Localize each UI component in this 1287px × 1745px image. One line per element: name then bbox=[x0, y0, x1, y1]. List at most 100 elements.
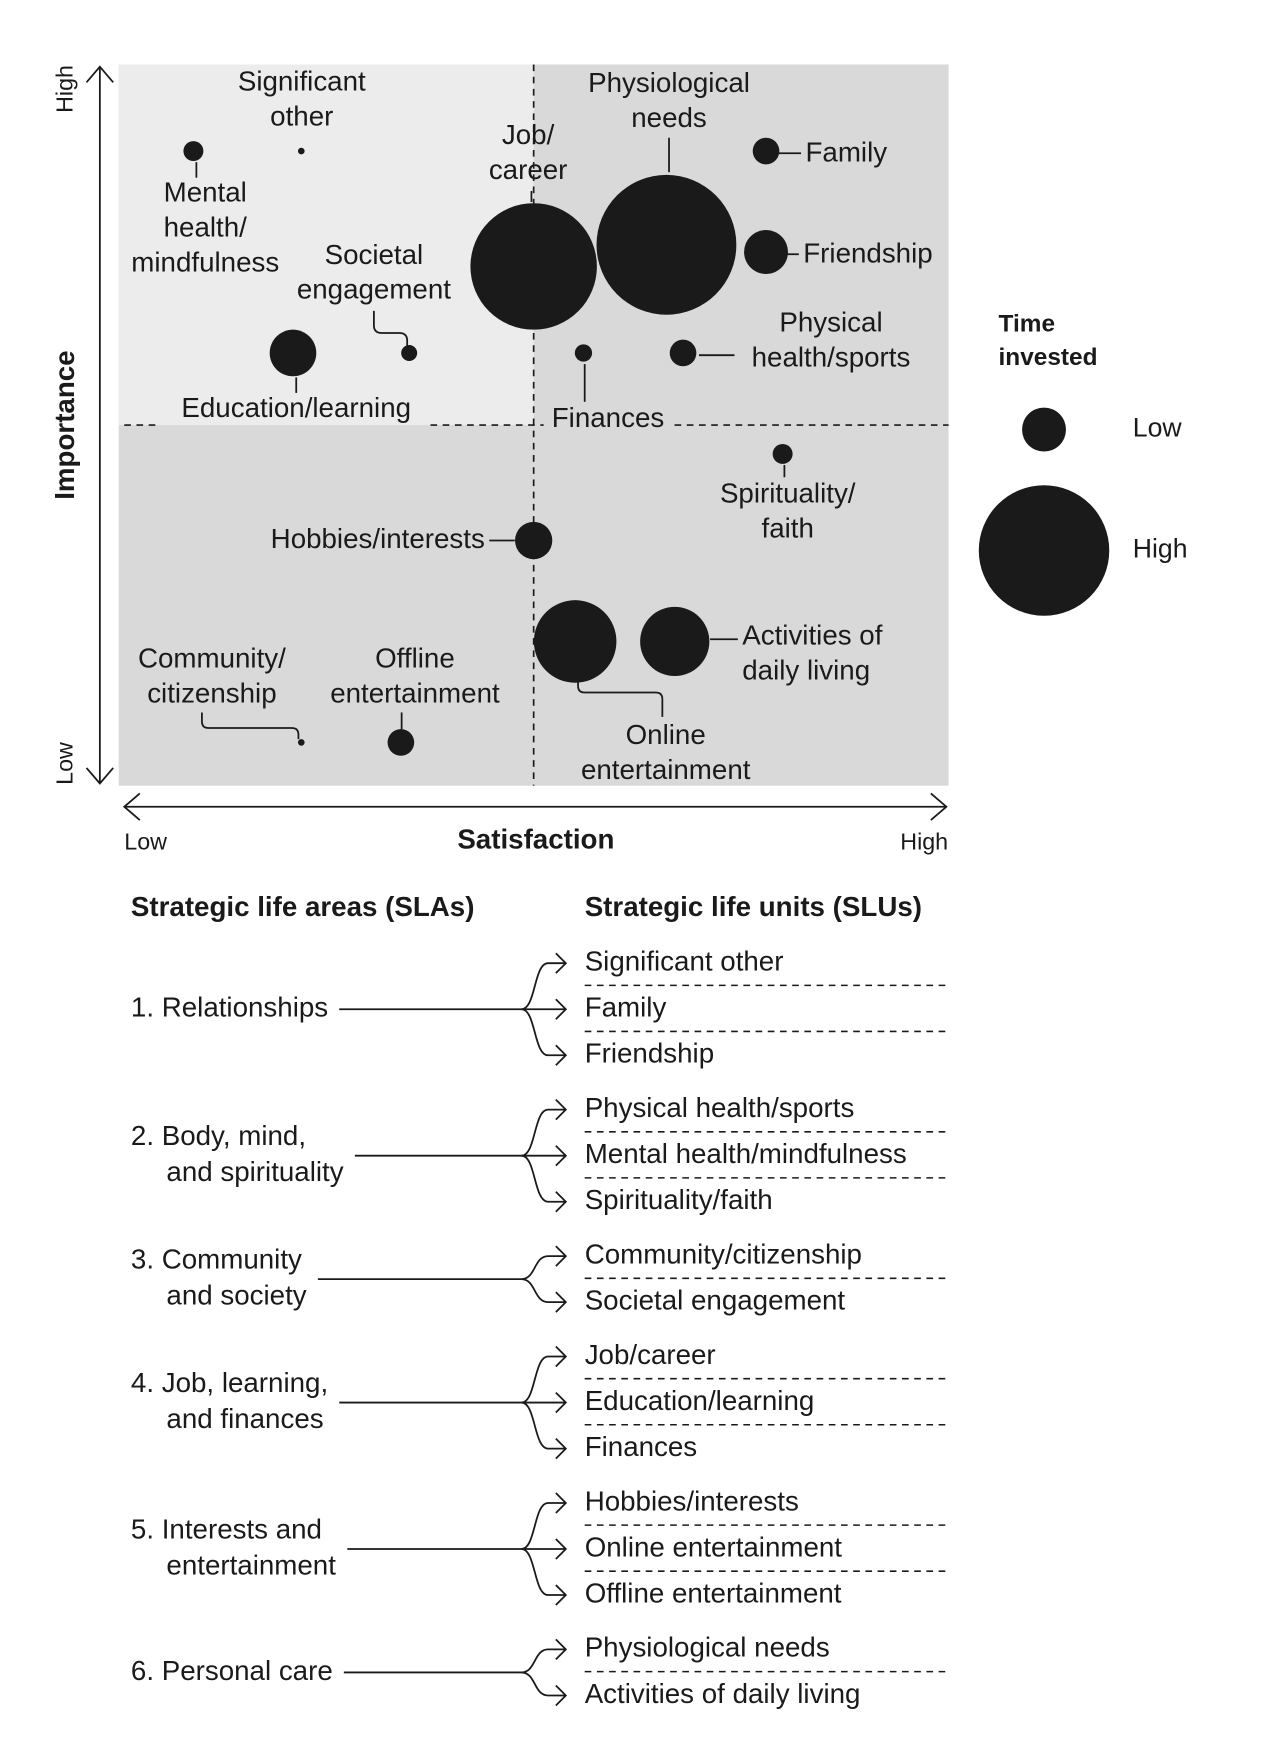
bubble-label: Job/ bbox=[502, 119, 555, 150]
branch-arrow bbox=[521, 1245, 568, 1281]
bubble bbox=[387, 729, 415, 756]
quadrant-highlight bbox=[118, 64, 534, 426]
legend-label: High bbox=[1133, 534, 1188, 564]
bubble bbox=[515, 521, 553, 560]
branch-arrow bbox=[521, 1345, 568, 1404]
bubble-label: citizenship bbox=[147, 678, 276, 709]
y-axis-title: Importance bbox=[49, 350, 80, 499]
bubble bbox=[183, 141, 204, 162]
bubble-label: Mental bbox=[164, 177, 247, 208]
life-unit: Job/career bbox=[585, 1339, 716, 1370]
life-area: and spirituality bbox=[166, 1156, 343, 1187]
bubble-label: career bbox=[489, 154, 568, 185]
bubble bbox=[772, 443, 793, 464]
bubble-label: engagement bbox=[297, 274, 451, 305]
life-area: and society bbox=[166, 1279, 306, 1310]
bubble-label: Significant bbox=[238, 66, 366, 97]
x-tick-label: Low bbox=[124, 829, 167, 855]
bubble-label: entertainment bbox=[581, 754, 751, 785]
leader-line bbox=[201, 712, 300, 740]
bubble-label: Education/learning bbox=[181, 392, 411, 423]
bubble bbox=[596, 174, 737, 315]
bubble bbox=[297, 739, 305, 746]
branch-arrow bbox=[521, 998, 568, 1020]
life-area: 3. Community bbox=[131, 1243, 302, 1274]
bubble-label: Community/ bbox=[138, 643, 286, 674]
legend-bubble bbox=[978, 485, 1110, 616]
branch-arrow bbox=[521, 1008, 568, 1066]
life-area: entertainment bbox=[166, 1549, 336, 1580]
bubble-label: faith bbox=[762, 512, 814, 543]
bubble-label: Spirituality/ bbox=[720, 477, 856, 508]
branch-arrow bbox=[521, 1154, 568, 1213]
x-tick-label: High bbox=[900, 829, 948, 855]
life-unit: Online entertainment bbox=[585, 1531, 843, 1562]
branch-arrow bbox=[521, 1145, 568, 1167]
bubble-label: daily living bbox=[742, 654, 870, 685]
leader-line bbox=[577, 679, 664, 717]
x-axis-arrow bbox=[122, 792, 948, 821]
branch-arrow bbox=[521, 952, 568, 1011]
life-area: and finances bbox=[166, 1403, 323, 1434]
life-unit: Spirituality/faith bbox=[585, 1184, 773, 1215]
bubble-label: mindfulness bbox=[131, 247, 279, 278]
life-area: 1. Relationships bbox=[131, 992, 328, 1023]
bubble-label: entertainment bbox=[330, 678, 500, 709]
bubble-label: Friendship bbox=[803, 238, 932, 269]
branch-arrow bbox=[521, 1548, 568, 1606]
bubble-label: Family bbox=[805, 137, 887, 168]
legend-title: Time bbox=[999, 311, 1055, 338]
life-unit: Family bbox=[585, 992, 667, 1023]
legend-bubble bbox=[1022, 407, 1066, 452]
bubble-label: health/ bbox=[164, 212, 248, 243]
bubble-label: Societal bbox=[325, 239, 424, 270]
x-axis-title: Satisfaction bbox=[457, 823, 614, 854]
life-area: 2. Body, mind, bbox=[131, 1120, 306, 1151]
y-tick-label: Low bbox=[52, 742, 78, 785]
bubble bbox=[470, 203, 597, 330]
life-unit: Finances bbox=[585, 1431, 697, 1462]
bubble bbox=[752, 137, 780, 165]
bubble-label: needs bbox=[631, 102, 707, 133]
y-axis-arrow bbox=[85, 65, 114, 785]
life-unit: Physiological needs bbox=[585, 1632, 830, 1663]
branch-arrow bbox=[521, 1099, 568, 1157]
bubble bbox=[297, 147, 305, 155]
life-unit: Societal engagement bbox=[585, 1284, 846, 1315]
life-unit: Offline entertainment bbox=[585, 1577, 842, 1608]
life-unit: Activities of daily living bbox=[585, 1678, 861, 1709]
life-area: 5. Interests and bbox=[131, 1513, 322, 1544]
bubble-label: health/sports bbox=[752, 341, 911, 372]
branch-arrow bbox=[521, 1278, 568, 1313]
bubble bbox=[640, 606, 710, 677]
branch-arrow bbox=[521, 1538, 568, 1560]
section-header: Strategic life units (SLUs) bbox=[585, 891, 922, 922]
bubble-label: Physiological bbox=[588, 67, 750, 98]
life-unit: Physical health/sports bbox=[585, 1092, 855, 1123]
bubble-label: other bbox=[270, 101, 333, 132]
branch-arrow bbox=[521, 1492, 568, 1550]
bubble bbox=[401, 344, 418, 361]
section-header: Strategic life areas (SLAs) bbox=[131, 891, 475, 922]
legend-label: Low bbox=[1133, 413, 1183, 443]
bubble bbox=[744, 230, 788, 274]
branch-arrow bbox=[521, 1391, 568, 1414]
bubble bbox=[269, 329, 317, 377]
bubble-label: Hobbies/interests bbox=[271, 523, 485, 554]
life-area: 4. Job, learning, bbox=[131, 1367, 328, 1398]
life-area: 6. Personal care bbox=[131, 1655, 333, 1686]
bubble bbox=[669, 339, 697, 367]
y-tick-label: High bbox=[52, 65, 78, 113]
life-unit: Significant other bbox=[585, 946, 784, 977]
bubble-label: Online bbox=[626, 719, 706, 750]
bubble-label: Activities of bbox=[742, 619, 882, 650]
bubble-label: Physical bbox=[779, 306, 882, 337]
life-unit: Hobbies/interests bbox=[585, 1485, 799, 1516]
bubble-label: Offline bbox=[375, 643, 455, 674]
bubble-label: Finances bbox=[552, 402, 664, 433]
branch-arrow bbox=[521, 1638, 568, 1674]
branch-arrow bbox=[521, 1401, 568, 1460]
leader-line bbox=[373, 310, 409, 348]
